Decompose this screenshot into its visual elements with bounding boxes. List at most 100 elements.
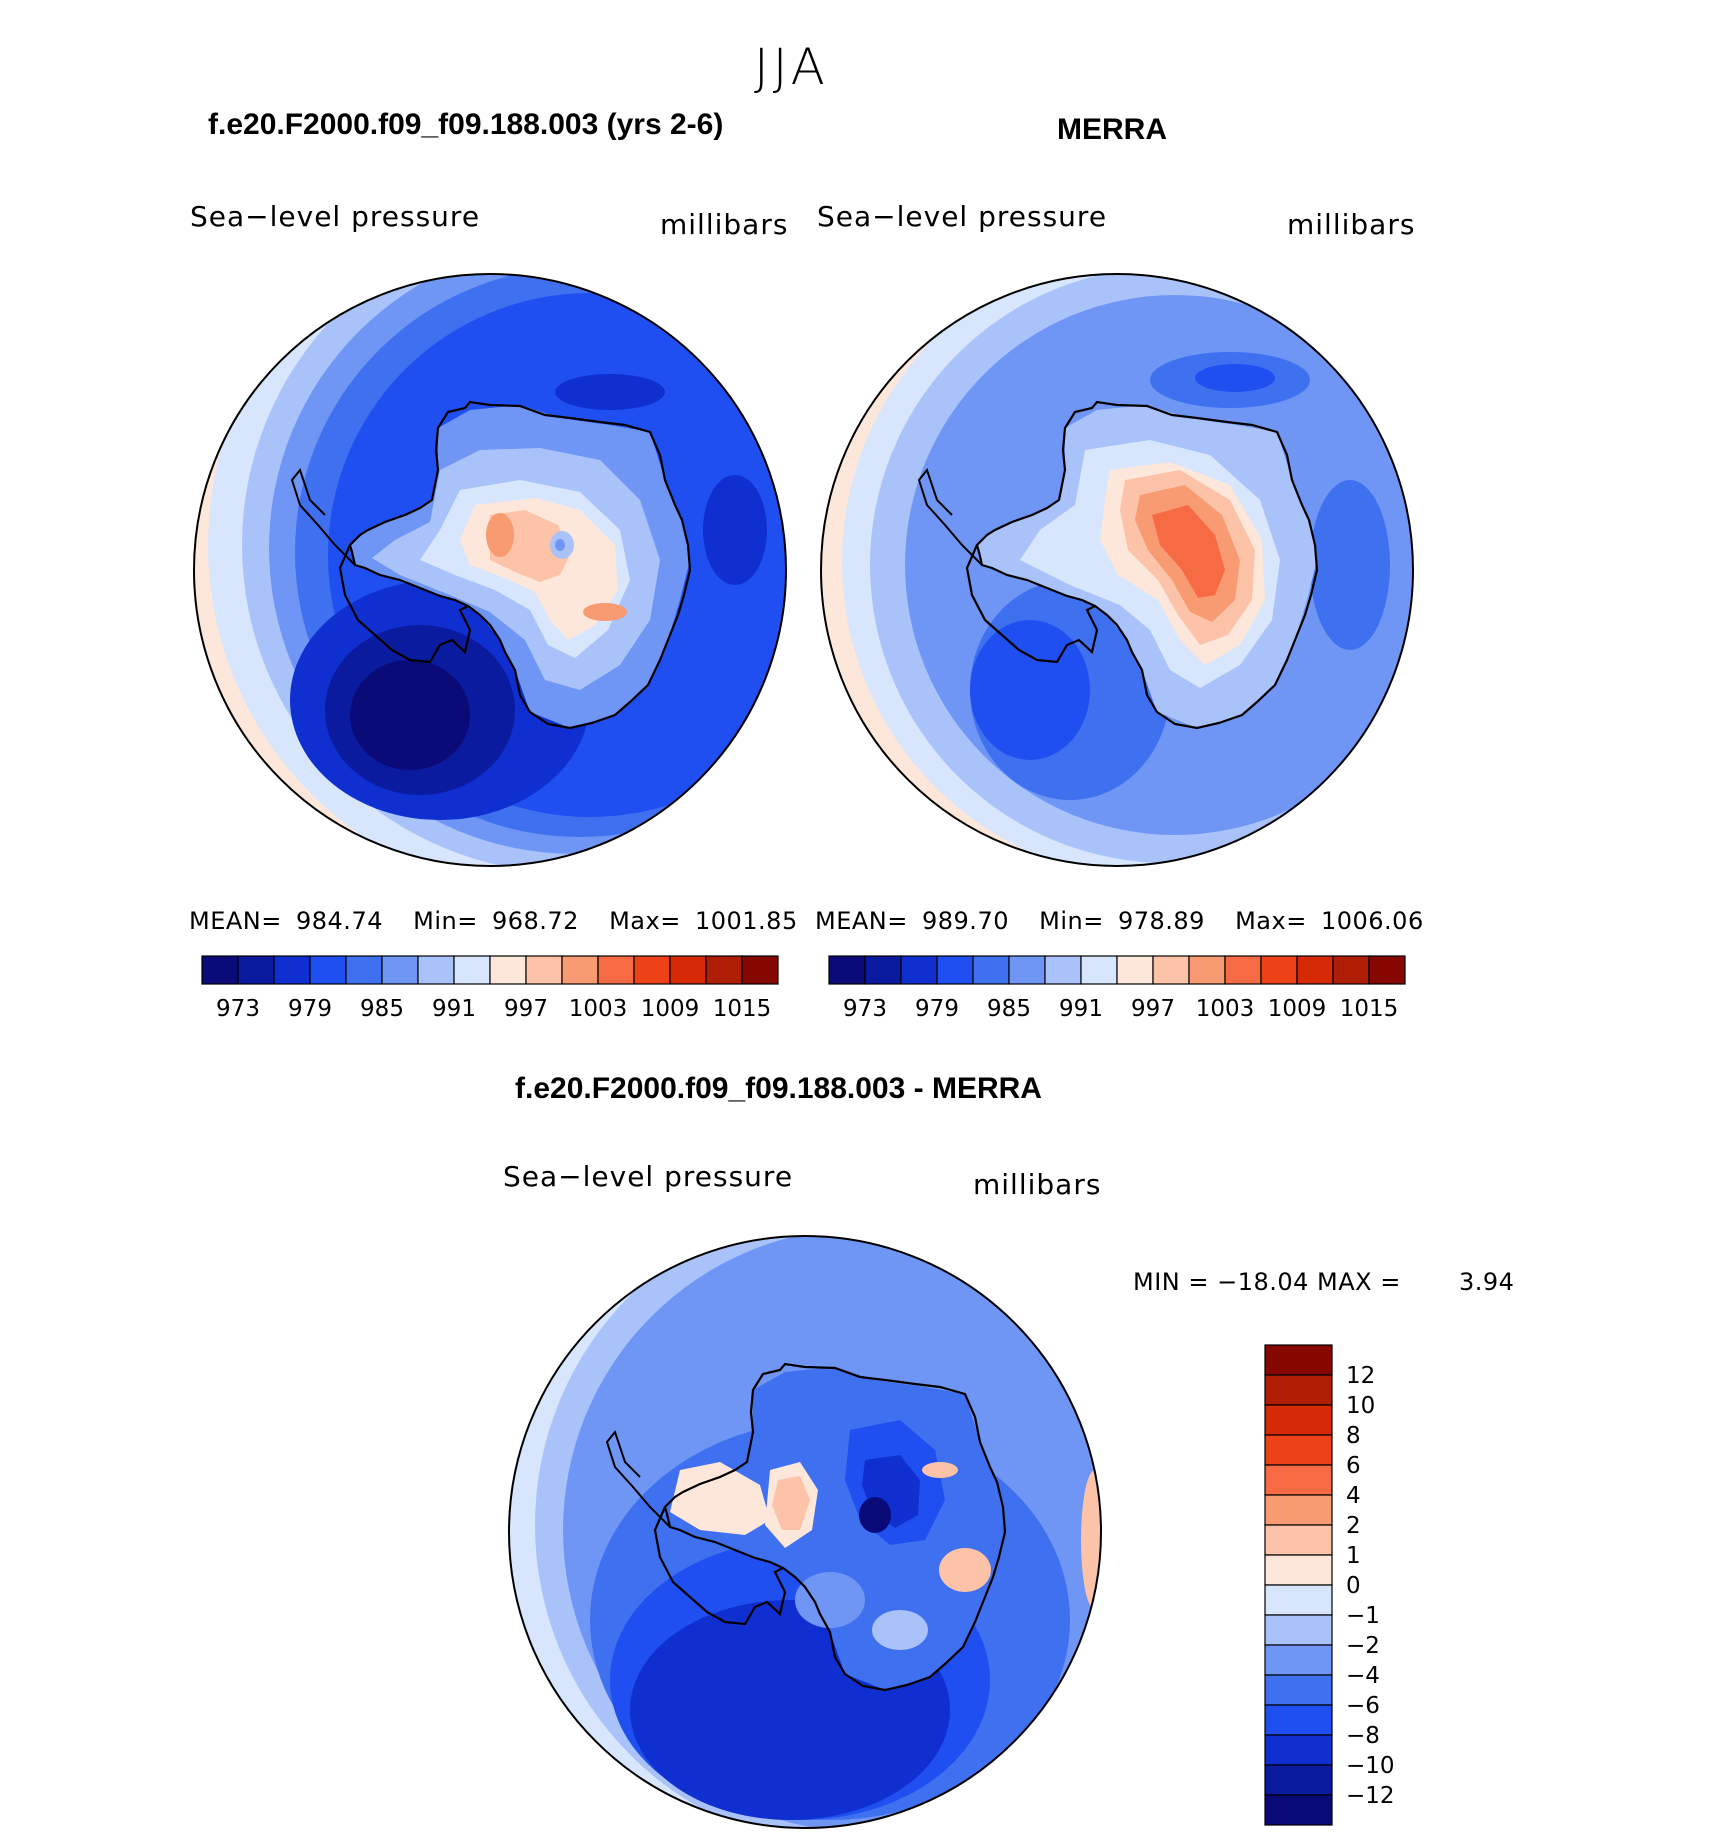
model-mean-value: 984.74 bbox=[296, 907, 383, 935]
model-mean-label: MEAN= bbox=[189, 907, 282, 935]
colorbar-swatch bbox=[1264, 1404, 1333, 1436]
colorbar-swatch bbox=[1296, 955, 1334, 985]
colorbar-swatch bbox=[1264, 1614, 1333, 1646]
colorbar-swatch bbox=[1264, 1524, 1333, 1556]
model-panel-title: f.e20.F2000.f09_f09.188.003 (yrs 2-6) bbox=[208, 108, 724, 141]
colorbar-tick-label: 1009 bbox=[1268, 996, 1327, 1022]
model-units-label: millibars bbox=[660, 208, 789, 241]
colorbar-swatch bbox=[705, 955, 743, 985]
obs-panel-title: MERRA bbox=[1057, 113, 1167, 146]
colorbar-swatch bbox=[345, 955, 383, 985]
obs-stats: MEAN= 989.70 Min= 978.89 Max= 1006.06 bbox=[815, 907, 1424, 935]
colorbar-swatch bbox=[633, 955, 671, 985]
colorbar-tick-label: −4 bbox=[1346, 1663, 1380, 1689]
obs-units-label: millibars bbox=[1287, 208, 1416, 241]
colorbar-swatch bbox=[1264, 1674, 1333, 1706]
colorbar-swatch bbox=[417, 955, 455, 985]
colorbar-tick-label: 979 bbox=[915, 996, 959, 1022]
model-min-value: 968.72 bbox=[491, 907, 579, 935]
obs-map bbox=[821, 274, 1413, 866]
obs-mean-label: MEAN= bbox=[815, 907, 908, 935]
colorbar-swatch bbox=[1264, 1374, 1333, 1406]
colorbar-swatch bbox=[1264, 1344, 1333, 1376]
colorbar-tick-label: 0 bbox=[1346, 1573, 1361, 1599]
colorbar-swatch bbox=[561, 955, 599, 985]
model-map-border bbox=[193, 273, 787, 867]
colorbar-swatch bbox=[1332, 955, 1370, 985]
colorbar-swatch bbox=[1152, 955, 1190, 985]
model-max-value: 1001.85 bbox=[694, 907, 798, 935]
colorbar-swatch bbox=[1264, 1734, 1333, 1766]
colorbar-tick-label: 8 bbox=[1346, 1423, 1361, 1449]
obs-variable-label: Sea−level pressure bbox=[817, 200, 1108, 233]
colorbar-swatch bbox=[1264, 1494, 1333, 1526]
obs-min-label: Min= bbox=[1039, 907, 1104, 935]
obs-max-value: 1006.06 bbox=[1320, 907, 1424, 935]
colorbar-swatch bbox=[489, 955, 527, 985]
colorbar-swatch bbox=[1264, 1434, 1333, 1466]
model-min-label: Min= bbox=[413, 907, 478, 935]
colorbar-swatch bbox=[1264, 1554, 1333, 1586]
obs-max-label: Max= bbox=[1235, 907, 1307, 935]
colorbar-swatch bbox=[972, 955, 1010, 985]
colorbar-tick-label: 997 bbox=[1131, 996, 1175, 1022]
colorbar-tick-label: 973 bbox=[843, 996, 887, 1022]
colorbar-swatch bbox=[1264, 1644, 1333, 1676]
model-max-label: Max= bbox=[609, 907, 681, 935]
colorbar-tick-label: 997 bbox=[504, 996, 548, 1022]
colorbar-swatch bbox=[1264, 1794, 1333, 1826]
colorbar-swatch bbox=[453, 955, 491, 985]
colorbar-swatch bbox=[669, 955, 707, 985]
colorbar-swatch bbox=[1264, 1764, 1333, 1796]
model-map bbox=[194, 274, 786, 866]
colorbar-swatch bbox=[864, 955, 902, 985]
colorbar-tick-label: 991 bbox=[1059, 996, 1103, 1022]
colorbar-tick-label: 1 bbox=[1346, 1543, 1361, 1569]
colorbar-swatch bbox=[525, 955, 563, 985]
colorbar-tick-label: 1009 bbox=[641, 996, 700, 1022]
colorbar-swatch bbox=[1044, 955, 1082, 985]
colorbar-swatch bbox=[1260, 955, 1298, 985]
colorbar-swatch bbox=[1224, 955, 1262, 985]
colorbar-swatch bbox=[936, 955, 974, 985]
season-title: JJA bbox=[754, 38, 829, 96]
colorbar-tick-label: 12 bbox=[1346, 1363, 1375, 1389]
colorbar-tick-label: 979 bbox=[288, 996, 332, 1022]
colorbar-swatch bbox=[597, 955, 635, 985]
colorbar-swatch bbox=[381, 955, 419, 985]
diff-units-label: millibars bbox=[973, 1168, 1102, 1201]
colorbar-tick-label: 6 bbox=[1346, 1453, 1361, 1479]
colorbar-tick-label: 2 bbox=[1346, 1513, 1361, 1539]
colorbar-swatch bbox=[1008, 955, 1046, 985]
colorbar-swatch bbox=[1264, 1704, 1333, 1736]
colorbar-tick-label: 985 bbox=[987, 996, 1031, 1022]
colorbar-tick-label: 985 bbox=[360, 996, 404, 1022]
model-variable-label: Sea−level pressure bbox=[190, 200, 481, 233]
colorbar-swatch bbox=[1116, 955, 1154, 985]
colorbar-tick-label: −8 bbox=[1346, 1723, 1380, 1749]
colorbar-swatch bbox=[1188, 955, 1226, 985]
colorbar-swatch bbox=[900, 955, 938, 985]
colorbar-swatch bbox=[1264, 1464, 1333, 1496]
colorbar-swatch bbox=[273, 955, 311, 985]
colorbar-swatch bbox=[828, 955, 866, 985]
colorbar-swatch bbox=[237, 955, 275, 985]
obs-map-border bbox=[820, 273, 1414, 867]
colorbar-swatch bbox=[309, 955, 347, 985]
diff-map-border bbox=[508, 1235, 1102, 1829]
colorbar-swatch bbox=[1080, 955, 1118, 985]
colorbar-tick-label: 1015 bbox=[1340, 996, 1399, 1022]
colorbar-tick-label: 10 bbox=[1346, 1393, 1375, 1419]
colorbar-tick-label: 973 bbox=[216, 996, 260, 1022]
colorbar-swatch bbox=[1368, 955, 1406, 985]
colorbar-tick-label: 1003 bbox=[1196, 996, 1255, 1022]
obs-colorbar: 973 979 985 991 997 1003 1009 1015 bbox=[828, 955, 1406, 1022]
colorbar-tick-label: 991 bbox=[432, 996, 476, 1022]
model-colorbar: 973 979 985 991 997 1003 1009 1015 bbox=[201, 955, 779, 1022]
colorbar-swatch bbox=[1264, 1584, 1333, 1616]
diff-map bbox=[509, 1236, 1101, 1828]
colorbar-tick-label: −10 bbox=[1346, 1753, 1395, 1779]
colorbar-tick-label: 4 bbox=[1346, 1483, 1361, 1509]
